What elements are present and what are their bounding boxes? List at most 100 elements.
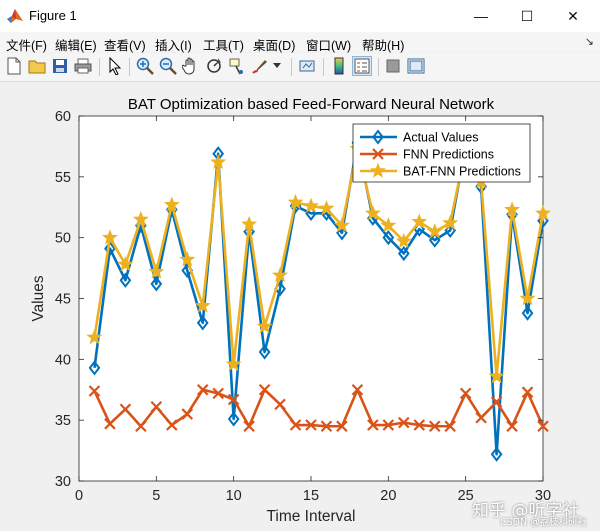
x-tick-label: 5 <box>152 488 160 504</box>
data-point <box>104 418 116 430</box>
close-button[interactable]: ✕ <box>567 7 579 24</box>
open-file-icon[interactable] <box>27 56 47 76</box>
menu-desktop[interactable]: 桌面(D) <box>253 39 296 53</box>
y-tick-label: 45 <box>55 292 71 308</box>
data-point <box>413 419 426 431</box>
data-point <box>86 329 103 345</box>
dock-arrow-icon[interactable]: ↘ <box>584 36 594 48</box>
data-point <box>119 272 132 288</box>
data-point <box>521 386 534 398</box>
figure-canvas: 0 5 10 15 20 25 30 30 35 40 45 50 55 60 BAT Optimizat… <box>0 82 600 531</box>
data-point <box>150 276 163 292</box>
brush-dropdown-icon[interactable] <box>271 56 283 76</box>
toolbar-separator <box>378 58 379 76</box>
data-point <box>521 305 534 321</box>
legend-label: Actual Values <box>403 131 479 145</box>
toolbar-separator <box>99 58 100 76</box>
x-tick-label: 15 <box>303 488 319 504</box>
menu-bar: 文件(F) 编辑(E) 查看(V) 插入(I) 工具(T) 桌面(D) 窗口(W… <box>0 32 600 53</box>
data-point <box>303 197 319 213</box>
menu-insert[interactable]: 插入(I) <box>155 39 192 53</box>
data-point <box>535 204 551 221</box>
menu-tools[interactable]: 工具(T) <box>203 39 244 53</box>
menu-file[interactable]: 文件(F) <box>6 39 47 53</box>
print-icon[interactable] <box>73 56 93 76</box>
menu-window[interactable]: 窗口(W) <box>306 39 352 53</box>
brush-icon[interactable] <box>250 56 270 76</box>
toolbar-separator <box>291 58 292 76</box>
menu-edit[interactable]: 编辑(E) <box>55 39 97 53</box>
data-point <box>132 211 149 227</box>
data-point <box>258 383 271 396</box>
data-point <box>119 403 132 415</box>
line-chart[interactable]: 0 5 10 15 20 25 30 30 35 40 45 50 55 60 BAT Optimizat… <box>0 82 600 531</box>
pan-hand-icon[interactable] <box>181 56 201 76</box>
x-tick-label: 25 <box>458 488 474 504</box>
data-point <box>351 383 364 396</box>
data-point <box>227 411 240 427</box>
insert-colorbar-icon[interactable] <box>329 56 349 76</box>
legend-marker <box>372 148 384 160</box>
zoom-out-icon[interactable] <box>158 56 178 76</box>
data-point <box>135 420 147 433</box>
data-point <box>382 230 395 246</box>
data-point <box>475 411 487 424</box>
y-tick-label: 30 <box>55 474 71 490</box>
data-point <box>364 204 381 221</box>
data-point <box>428 420 441 433</box>
data-point <box>459 387 472 400</box>
y-tick-label: 55 <box>55 170 71 186</box>
legend-label: BAT-FNN Predictions <box>403 165 521 179</box>
legend[interactable]: Actual Values FNN Predictions BAT-FNN Pred… <box>352 123 531 183</box>
hide-plot-tools-icon[interactable] <box>383 56 403 76</box>
menu-help[interactable]: 帮助(H) <box>362 39 405 53</box>
zoom-in-icon[interactable] <box>135 56 155 76</box>
x-tick-label: 30 <box>535 488 551 504</box>
data-point <box>163 196 180 212</box>
data-point <box>444 420 456 433</box>
data-cursor-icon[interactable] <box>227 56 247 76</box>
toolbar-separator <box>323 58 324 76</box>
y-tick-label: 50 <box>55 231 71 247</box>
figure-toolbar <box>0 53 600 82</box>
data-point <box>504 201 521 217</box>
data-point <box>442 214 459 230</box>
legend-marker <box>372 129 384 145</box>
watermark-source: CSDN @荔枝科研社 <box>500 517 588 528</box>
data-point <box>333 217 350 233</box>
data-point <box>380 217 397 233</box>
y-tick-label: 60 <box>55 109 71 125</box>
rotate-3d-icon[interactable] <box>204 56 224 76</box>
select-arrow-icon[interactable] <box>105 56 125 76</box>
data-point <box>117 256 134 272</box>
data-point <box>241 215 258 232</box>
maximize-button[interactable]: ☐ <box>520 7 534 24</box>
data-point <box>227 393 240 406</box>
new-figure-icon[interactable] <box>4 56 24 76</box>
menu-view[interactable]: 查看(V) <box>104 39 146 53</box>
data-point <box>397 245 410 262</box>
data-point <box>490 446 503 462</box>
matlab-icon <box>7 9 23 23</box>
watermark: 知乎 @听字社 <box>472 501 580 521</box>
data-point <box>150 401 163 413</box>
data-point <box>274 398 286 411</box>
y-axis-label: Values <box>30 275 47 321</box>
insert-legend-icon[interactable] <box>352 56 372 76</box>
data-point <box>490 396 503 408</box>
data-point <box>243 420 255 433</box>
data-point <box>488 367 505 384</box>
data-point <box>318 200 335 216</box>
data-point <box>428 232 441 248</box>
data-point <box>225 355 242 371</box>
show-plot-tools-icon[interactable] <box>406 56 426 76</box>
data-point <box>305 419 317 431</box>
data-point <box>194 297 211 313</box>
series-fnn-predictions <box>88 383 549 433</box>
link-plot-icon[interactable] <box>297 56 317 76</box>
data-point <box>88 385 101 397</box>
data-point <box>382 419 395 431</box>
minimize-button[interactable]: — <box>474 8 488 24</box>
data-point <box>395 232 412 249</box>
save-icon[interactable] <box>50 56 70 76</box>
